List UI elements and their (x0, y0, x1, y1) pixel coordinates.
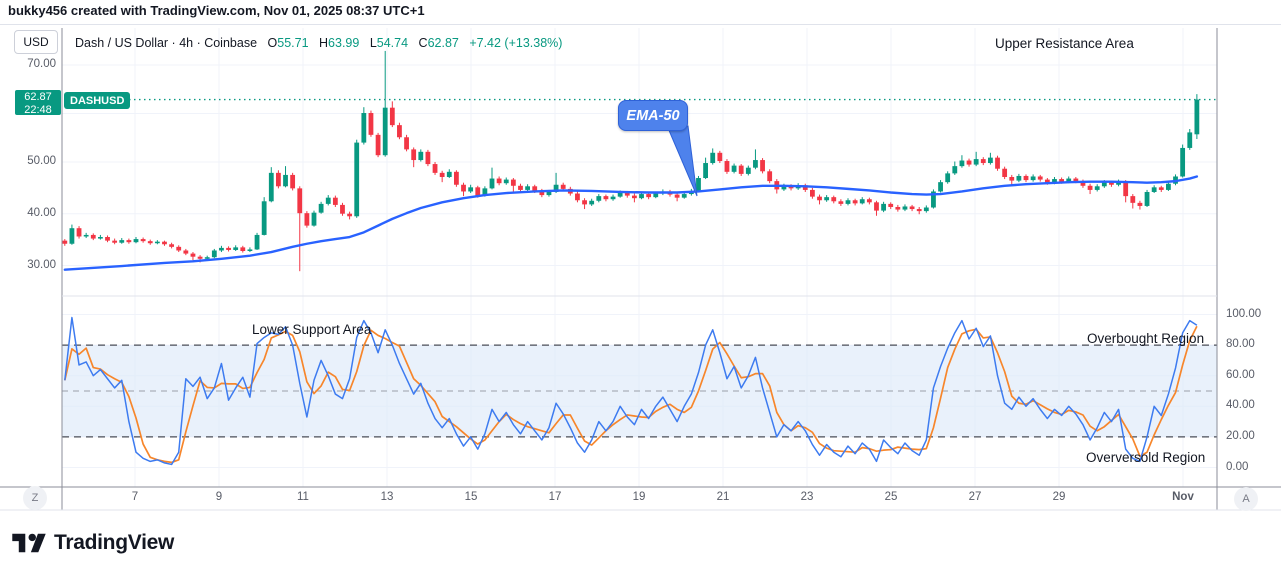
candlestick-series (62, 50, 1200, 272)
indicator-tick-label: 80.00 (1226, 338, 1255, 351)
indicator-tick-label: 40.00 (1226, 399, 1255, 412)
stochastic-band (62, 344, 1217, 438)
ohlc-open-label: O (267, 36, 278, 50)
stochastic-k-line (64, 316, 1198, 466)
price-tick-label: 70.00 (27, 58, 56, 70)
time-tick-label: Nov (1172, 491, 1194, 503)
time-tick-label: 25 (884, 491, 898, 503)
ema50-callout-tail (667, 125, 698, 197)
change-value: +7.42 (+13.38%) (469, 36, 563, 50)
time-tick-label: 17 (548, 491, 562, 503)
indicator-tick-label: 60.00 (1226, 368, 1255, 381)
symbol-price-label: DASHUSD (64, 92, 131, 109)
time-tick-label: 11 (297, 491, 309, 503)
time-tick-label: 13 (380, 491, 394, 503)
symbol-header: Dash / US Dollar · 4h · Coinbase O55.71 … (75, 36, 562, 50)
symbol-title[interactable]: Dash / US Dollar · 4h · Coinbase (75, 36, 258, 50)
attribution-text: bukky456 created with TradingView.com, N… (8, 3, 425, 18)
time-tick-label: 21 (716, 491, 730, 503)
price-tick-label: 30.00 (27, 258, 56, 271)
time-tick-label: 15 (464, 491, 478, 503)
ohlc-low-label: L (369, 36, 377, 50)
last-price-badge: 62.87 22:48 (15, 90, 61, 116)
time-tick-label: 29 (1052, 491, 1066, 503)
time-tick-label: 19 (632, 491, 646, 503)
ohlc-close-value: 62.87 (427, 36, 459, 50)
ohlc-low-value: 54.74 (376, 36, 409, 50)
indicator-tick-label: 100.00 (1226, 307, 1262, 320)
overbought-annotation: Overbought Region (1087, 331, 1205, 346)
time-tick-label: 23 (800, 491, 814, 503)
divider (0, 24, 1281, 25)
ohlc-high-label: H (319, 36, 329, 50)
timezone-button[interactable]: Z (23, 486, 47, 510)
tradingview-logo-icon (12, 533, 46, 553)
price-tick-label: 40.00 (27, 206, 56, 219)
tradingview-logo-text: TradingView (54, 531, 175, 554)
time-tick-label: 7 (131, 491, 139, 503)
stochastic-d-line (63, 325, 1198, 464)
indicator-tick-label: 0.00 (1226, 460, 1249, 473)
indicator-tick-label: 20.00 (1226, 429, 1255, 442)
lower-support-annotation: Lower Support Area (252, 322, 372, 337)
ohlc-close-label: C (418, 36, 428, 50)
ema50-line (63, 175, 1199, 271)
last-price-value: 62.87 (24, 91, 52, 103)
oversold-annotation: Overversold Region (1086, 450, 1206, 465)
upper-resistance-annotation: Upper Resistance Area (995, 36, 1134, 51)
auto-scale-button[interactable]: A (1234, 487, 1258, 511)
bar-countdown: 22:48 (24, 103, 52, 116)
price-tick-label: 50.00 (27, 155, 56, 167)
ema50-callout[interactable]: EMA-50 (618, 100, 688, 131)
pane-borders (0, 28, 1281, 511)
ohlc-high-value: 63.99 (328, 36, 360, 50)
time-tick-label: 9 (215, 491, 223, 503)
time-tick-label: 27 (968, 491, 982, 503)
tradingview-logo[interactable]: TradingView (12, 530, 174, 556)
ohlc-open-value: 55.71 (277, 36, 309, 50)
currency-usd-button[interactable]: USD (14, 30, 58, 54)
